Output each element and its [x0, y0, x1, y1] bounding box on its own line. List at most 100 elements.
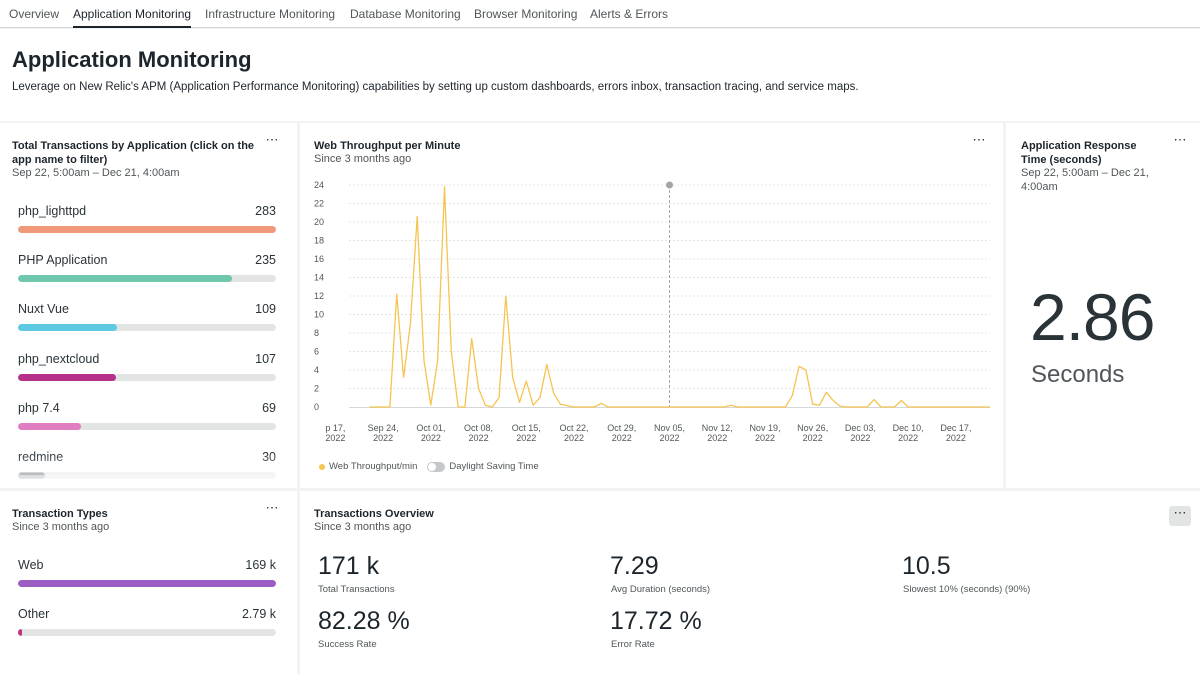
card-title: Application Response Time (seconds) — [1021, 140, 1137, 166]
series-line — [369, 186, 990, 408]
bar-row[interactable]: Web 169 k — [18, 558, 276, 598]
card-subtitle: Since 3 months ago — [314, 521, 412, 533]
page-title: Application Monitoring — [12, 47, 252, 72]
x-tick-label: p 17, — [325, 423, 345, 433]
y-tick-label: 6 — [314, 347, 319, 357]
response-time-unit: Seconds — [1031, 361, 1125, 388]
bar-fill — [18, 275, 232, 283]
y-tick-label: 14 — [314, 273, 324, 283]
toggle-knob-icon — [428, 462, 437, 471]
bar-row[interactable]: Nuxt Vue 109 — [18, 302, 276, 342]
avg-duration-value: 7.29 — [610, 552, 659, 580]
x-tick-year: 2022 — [612, 433, 632, 443]
response-time-card: Application Response Time (seconds) Sep … — [1006, 123, 1200, 488]
tab-alerts-errors[interactable]: Alerts & Errors — [590, 7, 669, 21]
total-transactions-label: Total Transactions — [318, 584, 395, 595]
x-tick-label: Oct 29, — [607, 423, 636, 433]
x-tick-year: 2022 — [946, 433, 966, 443]
bar-value: 109 — [255, 302, 276, 317]
bar-track — [18, 324, 276, 332]
bar-value: 169 k — [245, 558, 276, 572]
x-tick-year: 2022 — [421, 433, 441, 443]
bar-label[interactable]: php_nextcloud — [18, 351, 100, 366]
y-tick-label: 18 — [314, 236, 324, 246]
bar-track — [18, 629, 276, 636]
card-title: Web Throughput per Minute — [314, 140, 461, 152]
success-rate-label: Success Rate — [318, 639, 377, 650]
x-tick-year: 2022 — [564, 433, 584, 443]
y-tick-label: 0 — [314, 402, 319, 412]
bar-row[interactable]: php_nextcloud 107 — [18, 352, 276, 392]
y-tick-label: 2 — [314, 384, 319, 394]
axis-clip — [300, 413, 312, 448]
x-tick-label: Sep 24, — [368, 423, 399, 433]
error-rate-label: Error Rate — [611, 639, 655, 650]
x-tick-year: 2022 — [469, 433, 489, 443]
bar-label[interactable]: php 7.4 — [18, 400, 60, 415]
bar-track — [18, 373, 276, 381]
page-description: Leverage on New Relic's APM (Application… — [12, 81, 859, 93]
dst-toggle-label: Daylight Saving Time — [449, 461, 539, 472]
x-tick-label: Oct 08, — [464, 423, 493, 433]
card-subtitle: Since 3 months ago — [12, 521, 110, 533]
bar-row[interactable]: php_lighttpd 283 — [18, 204, 276, 244]
bar-label[interactable]: Other — [18, 607, 50, 621]
bar-value: 2.79 k — [241, 607, 276, 621]
more-horizontal-icon[interactable]: ⋯ — [972, 132, 986, 147]
bar-row[interactable]: Other 2.79 k — [18, 607, 276, 647]
total-transactions-card: Total Transactions by Application (click… — [0, 123, 297, 488]
x-tick-label: Oct 15, — [512, 423, 541, 433]
y-tick-label: 4 — [314, 365, 319, 375]
dst-toggle[interactable] — [427, 461, 446, 472]
bar-track — [18, 580, 276, 587]
y-tick-label: 16 — [314, 254, 324, 264]
tab-database-monitoring[interactable]: Database Monitoring — [350, 7, 461, 21]
bar-label[interactable]: Nuxt Vue — [18, 302, 69, 317]
bar-value: 283 — [255, 204, 276, 218]
scroll-fade — [0, 453, 297, 488]
bar-row[interactable]: PHP Application 235 — [18, 253, 276, 293]
cursor-marker-icon — [666, 181, 673, 189]
scrollbar[interactable] — [20, 473, 44, 475]
page-header: Application Monitoring Leverage on New R… — [0, 29, 1200, 121]
legend-series-label[interactable]: Web Throughput/min — [329, 461, 418, 472]
y-tick-label: 10 — [314, 310, 324, 320]
bar-track — [18, 226, 276, 233]
x-tick-label: Dec 03, — [845, 423, 876, 433]
bar-label[interactable]: PHP Application — [18, 253, 108, 268]
more-horizontal-icon[interactable]: ⋯ — [265, 500, 279, 515]
bar-label[interactable]: Web — [18, 558, 44, 572]
bar-label[interactable]: php_lighttpd — [18, 204, 87, 218]
bar-fill — [18, 580, 276, 587]
response-time-value: 2.86 — [1030, 280, 1155, 354]
tab-infrastructure-monitoring[interactable]: Infrastructure Monitoring — [205, 7, 336, 21]
x-tick-year: 2022 — [516, 433, 536, 443]
y-tick-label: 12 — [314, 291, 324, 301]
slowest-10-value: 10.5 — [902, 552, 951, 580]
y-tick-label: 20 — [314, 217, 324, 227]
more-horizontal-icon[interactable]: ⋯ — [1173, 132, 1187, 147]
x-tick-label: Oct 01, — [416, 423, 445, 433]
slowest-10-label: Slowest 10% (seconds) (90%) — [903, 584, 1031, 595]
error-rate-value: 17.72 % — [610, 607, 702, 635]
card-subtitle: Sep 22, 5:00am – Dec 21, 4:00am — [12, 167, 180, 179]
more-horizontal-icon[interactable]: ⋯ — [265, 132, 279, 147]
more-horizontal-icon[interactable]: ⋯ — [1169, 506, 1191, 526]
bar-value: 69 — [262, 400, 276, 415]
tab-overview[interactable]: Overview — [9, 7, 60, 21]
x-tick-label: Dec 10, — [893, 423, 924, 433]
y-tick-label: 8 — [314, 328, 319, 338]
y-tick-label: 22 — [314, 199, 324, 209]
tab-browser-monitoring[interactable]: Browser Monitoring — [474, 7, 578, 21]
avg-duration-label: Avg Duration (seconds) — [611, 584, 711, 595]
tab-application-monitoring[interactable]: Application Monitoring — [73, 0, 192, 28]
chart-legend: Web Throughput/min Daylight Saving Time — [319, 461, 539, 472]
x-tick-label: Nov 26, — [797, 423, 828, 433]
card-subtitle: Since 3 months ago — [314, 153, 412, 165]
card-subtitle: Sep 22, 5:00am – Dec 21, 4:00am — [1021, 167, 1149, 193]
bar-row[interactable]: php 7.4 69 — [18, 401, 276, 441]
success-rate-value: 82.28 % — [318, 607, 410, 635]
x-tick-label: Oct 22, — [560, 423, 589, 433]
y-tick-label: 24 — [314, 180, 324, 190]
